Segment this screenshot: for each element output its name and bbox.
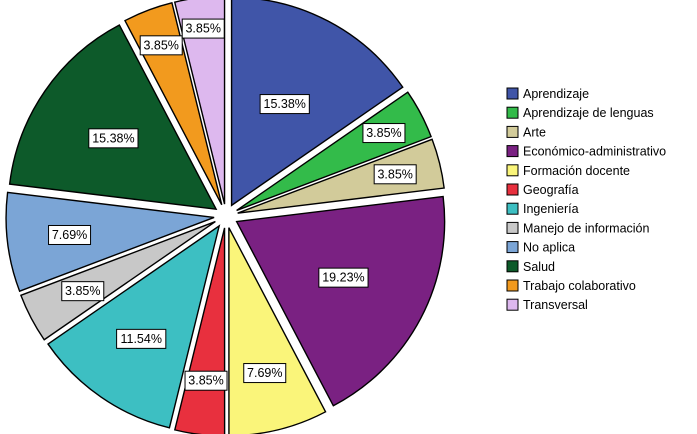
legend-label: No aplica — [523, 241, 575, 255]
data-label-aprendizaje-de-lenguas: 3.85% — [362, 123, 406, 144]
data-label-box — [259, 94, 310, 115]
data-label-text: 3.85% — [185, 22, 220, 36]
data-label-box — [184, 370, 228, 391]
legend-label: Arte — [523, 125, 546, 139]
legend-item-economico-administrativo: Económico-administrativo — [506, 145, 666, 159]
pie-slice-arte — [237, 138, 445, 214]
data-label-text: 3.85% — [143, 38, 178, 52]
pie-slice-economico-administrativo — [235, 195, 446, 407]
legend-swatch — [506, 87, 519, 100]
data-label-text: 3.85% — [377, 167, 412, 181]
data-label-text: 15.38% — [92, 131, 134, 145]
data-label-text: 3.85% — [188, 374, 223, 388]
legend-item-aprendizaje: Aprendizaje — [506, 87, 589, 101]
pie-slice-manejo-de-informacion — [19, 220, 216, 341]
data-labels-layer: 15.38% 3.85% 3.85% 19.23% 7.69% 3.85% 11.54% 3.… — [48, 18, 417, 391]
data-label-text: 11.54% — [120, 332, 161, 346]
data-label-box — [318, 267, 369, 288]
legend-swatch — [506, 221, 519, 234]
legend-item-aprendizaje-de-lenguas: Aprendizaje de lenguas — [506, 106, 654, 120]
legend-label: Ingeniería — [523, 202, 579, 216]
legend-item-geografia: Geografía — [506, 183, 579, 197]
data-label-box — [243, 363, 287, 384]
data-label-text: 7.69% — [247, 366, 282, 380]
data-label-box — [362, 123, 406, 144]
data-label-box — [181, 18, 225, 39]
data-label-text: 7.69% — [52, 228, 87, 242]
legend-label: Aprendizaje de lenguas — [523, 106, 654, 120]
data-label-manejo-de-informacion: 3.85% — [61, 281, 105, 302]
pie-slice-transversal — [173, 0, 226, 205]
data-label-economico-administrativo: 19.23% — [318, 267, 369, 288]
legend-swatch — [506, 183, 519, 196]
pie-slice-ingenieria — [47, 224, 221, 429]
legend-label: Trabajo colaborativo — [523, 279, 636, 293]
data-label-aprendizaje: 15.38% — [259, 94, 310, 115]
legend-item-transversal: Transversal — [506, 298, 588, 312]
legend-swatch — [506, 279, 519, 292]
pie-slice-no-aplica — [5, 191, 215, 293]
legend-item-arte: Arte — [506, 125, 546, 139]
legend-label: Económico-administrativo — [523, 145, 666, 159]
data-label-box — [116, 328, 167, 349]
legend-item-ingenieria: Ingeniería — [506, 202, 579, 216]
slices-layer — [5, 0, 446, 434]
legend-label: Transversal — [523, 298, 588, 312]
data-label-formacion-docente: 7.69% — [243, 363, 287, 384]
legend-swatch — [506, 125, 519, 138]
data-label-box — [88, 128, 139, 149]
pie-slice-aprendizaje — [230, 0, 404, 207]
legend-label: Geografía — [523, 183, 579, 197]
legend-item-trabajo-colaborativo: Trabajo colaborativo — [506, 279, 636, 293]
legend-swatch — [506, 298, 519, 311]
legend-swatch — [506, 106, 519, 119]
legend-label: Aprendizaje — [523, 87, 589, 101]
data-label-box — [61, 281, 105, 302]
legend-item-manejo-de-informacion: Manejo de información — [506, 221, 650, 235]
data-label-box — [373, 164, 417, 185]
data-label-ingenieria: 11.54% — [116, 328, 167, 349]
data-label-text: 3.85% — [65, 284, 100, 298]
data-label-box — [139, 35, 183, 56]
data-label-text: 3.85% — [366, 126, 401, 140]
data-label-text: 19.23% — [322, 271, 364, 285]
legend-swatch — [506, 164, 519, 177]
data-label-arte: 3.85% — [373, 164, 417, 185]
legend: Aprendizaje Aprendizaje de lenguas Arte Eco… — [506, 87, 666, 312]
legend-item-formacion-docente: Formación docente — [506, 164, 630, 178]
legend-label: Salud — [523, 260, 555, 274]
data-label-transversal: 3.85% — [181, 18, 225, 39]
data-label-trabajo-colaborativo: 3.85% — [139, 35, 183, 56]
pie-slice-aprendizaje-de-lenguas — [236, 91, 432, 212]
legend-item-no-aplica: No aplica — [506, 241, 575, 255]
legend-item-salud: Salud — [506, 260, 555, 274]
legend-label: Manejo de información — [523, 221, 650, 235]
data-label-salud: 15.38% — [88, 128, 139, 149]
data-label-geografia: 3.85% — [184, 370, 228, 391]
data-label-text: 15.38% — [264, 97, 306, 111]
pie-slice-salud — [8, 24, 218, 211]
legend-swatch — [506, 145, 519, 158]
legend-swatch — [506, 202, 519, 215]
legend-swatch — [506, 241, 519, 254]
legend-label: Formación docente — [523, 164, 630, 178]
data-label-box — [48, 224, 92, 245]
data-label-no-aplica: 7.69% — [48, 224, 92, 245]
legend-swatch — [506, 260, 519, 273]
